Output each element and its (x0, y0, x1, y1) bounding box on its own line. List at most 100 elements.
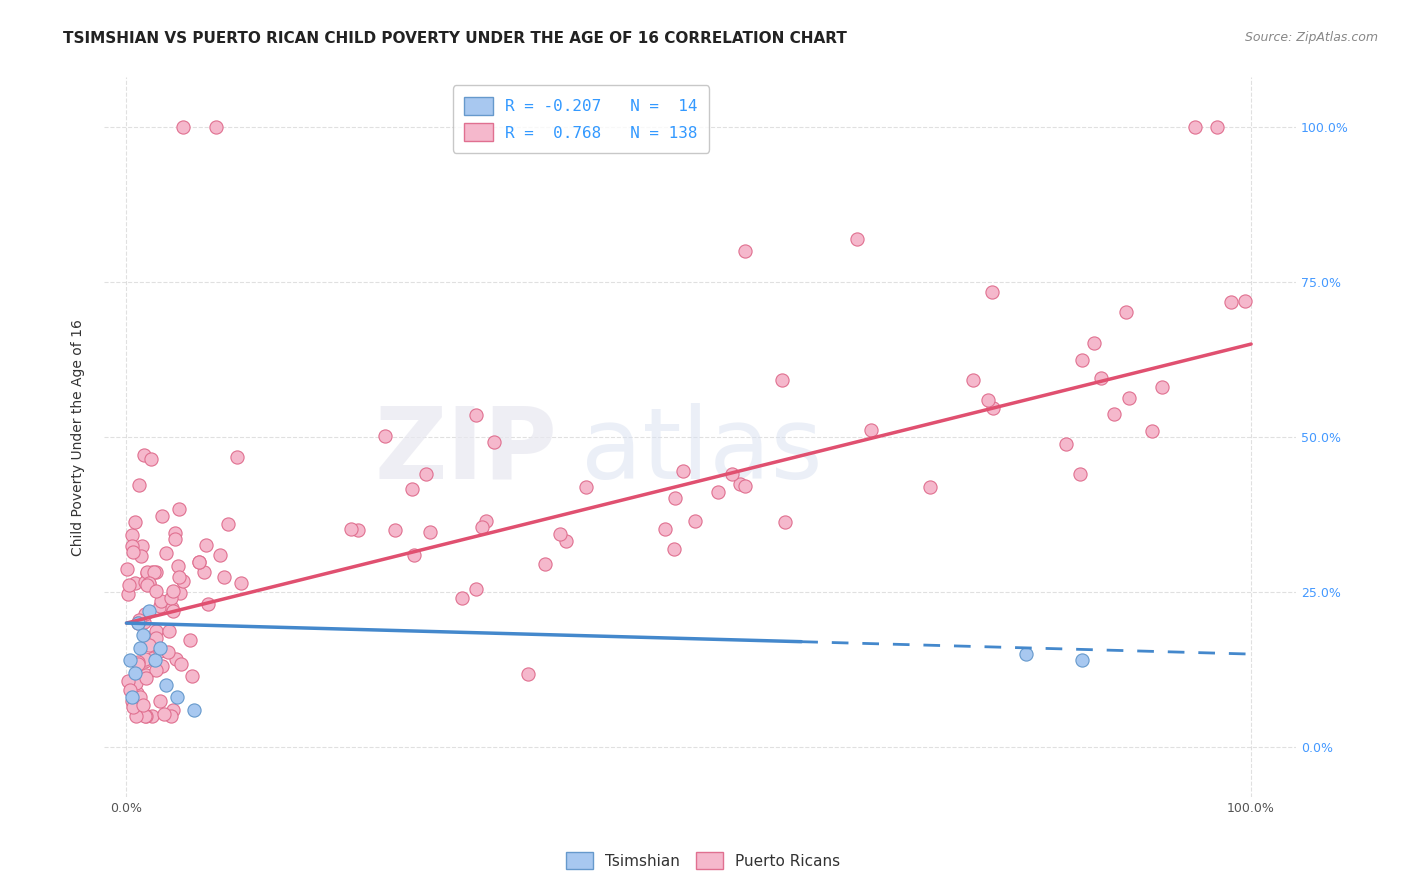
Text: ZIP: ZIP (374, 403, 557, 500)
Point (1071, 653, 1094, 667)
Point (134, 575, 156, 590)
Point (209, 549, 232, 563)
Point (135, 668, 157, 682)
Point (134, 654, 156, 668)
Point (145, 565, 167, 579)
Point (127, 686, 149, 700)
Point (160, 600, 183, 615)
Point (121, 694, 143, 708)
Point (475, 514, 498, 528)
Point (401, 482, 423, 496)
Point (150, 509, 173, 524)
Point (516, 667, 538, 681)
Point (962, 373, 984, 387)
Point (1115, 305, 1137, 319)
Point (127, 655, 149, 669)
Point (1184, 120, 1206, 134)
Point (981, 285, 1004, 299)
Point (138, 575, 160, 590)
Point (1104, 407, 1126, 421)
Point (141, 634, 163, 648)
Point (770, 373, 793, 387)
Point (340, 522, 363, 536)
Point (773, 515, 796, 529)
Point (1015, 647, 1038, 661)
Point (179, 633, 201, 648)
Point (1219, 295, 1241, 310)
Point (1150, 379, 1173, 393)
Point (117, 587, 139, 601)
Legend: Tsimshian, Puerto Ricans: Tsimshian, Puerto Ricans (560, 846, 846, 875)
Point (124, 665, 146, 680)
Point (166, 690, 188, 705)
Point (131, 539, 153, 553)
Point (150, 658, 173, 673)
Point (155, 678, 177, 692)
Point (155, 546, 177, 560)
Point (212, 570, 235, 584)
Point (118, 653, 141, 667)
Point (859, 423, 882, 437)
Point (217, 517, 239, 532)
Point (121, 528, 143, 542)
Point (149, 640, 172, 655)
Point (134, 652, 156, 666)
Point (149, 599, 172, 613)
Point (981, 401, 1004, 416)
Text: TSIMSHIAN VS PUERTO RICAN CHILD POVERTY UNDER THE AGE OF 16 CORRELATION CHART: TSIMSHIAN VS PUERTO RICAN CHILD POVERTY … (63, 31, 848, 46)
Point (138, 604, 160, 618)
Point (135, 671, 157, 685)
Point (150, 594, 173, 608)
Point (143, 653, 166, 667)
Point (131, 549, 153, 563)
Point (654, 522, 676, 536)
Point (141, 566, 163, 580)
Point (205, 120, 228, 134)
Point (142, 651, 165, 665)
Point (1118, 391, 1140, 405)
Point (149, 694, 172, 708)
Point (734, 244, 756, 258)
Point (533, 558, 555, 572)
Point (121, 539, 143, 553)
Point (181, 669, 204, 683)
Point (197, 597, 219, 611)
Point (384, 523, 406, 537)
Point (163, 525, 186, 540)
Point (162, 604, 184, 618)
Point (132, 615, 155, 629)
Point (229, 576, 252, 591)
Point (165, 651, 187, 665)
Point (145, 663, 167, 677)
Point (127, 616, 149, 631)
Point (1090, 371, 1112, 385)
Point (662, 542, 685, 557)
Point (136, 565, 159, 579)
Point (1140, 424, 1163, 438)
Point (402, 549, 425, 563)
Point (162, 584, 184, 599)
Point (672, 464, 695, 478)
Point (195, 538, 218, 552)
Point (226, 450, 249, 464)
Point (117, 561, 139, 575)
Point (132, 628, 155, 642)
Point (124, 515, 146, 529)
Point (728, 477, 751, 491)
Point (134, 709, 156, 723)
Point (554, 533, 576, 548)
Point (1206, 120, 1229, 134)
Point (141, 709, 163, 723)
Point (143, 565, 166, 579)
Point (145, 632, 167, 646)
Point (450, 591, 472, 605)
Point (482, 434, 505, 449)
Point (121, 700, 143, 714)
Point (721, 467, 744, 482)
Point (187, 555, 209, 569)
Point (1054, 436, 1077, 450)
Point (135, 566, 157, 580)
Legend: R = -0.207   N =  14, R =  0.768   N = 138: R = -0.207 N = 14, R = 0.768 N = 138 (453, 86, 709, 153)
Point (138, 638, 160, 652)
Point (138, 576, 160, 591)
